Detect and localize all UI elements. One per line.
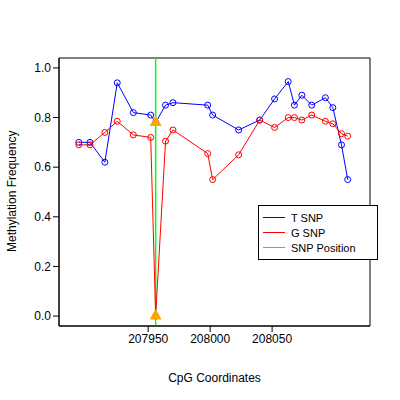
svg-text:1.0: 1.0 — [34, 61, 51, 75]
svg-text:0.6: 0.6 — [34, 160, 51, 174]
svg-text:208000: 208000 — [190, 332, 230, 346]
svg-text:208050: 208050 — [252, 332, 292, 346]
html-text:SNP Position: SNP Position — [291, 241, 356, 254]
svg-text:0.2: 0.2 — [34, 260, 51, 274]
svg-text:Methylation Frequency: Methylation Frequency — [8, 131, 19, 252]
html-text:T SNP: T SNP — [291, 211, 324, 224]
svg-text:0.0: 0.0 — [34, 309, 51, 323]
svg-text:0.8: 0.8 — [34, 111, 51, 125]
svg-text:0.4: 0.4 — [34, 210, 51, 224]
svg-text:207950: 207950 — [128, 332, 168, 346]
html-text:G SNP: G SNP — [291, 226, 326, 239]
svg-text:CpG Coordinates: CpG Coordinates — [168, 371, 261, 385]
